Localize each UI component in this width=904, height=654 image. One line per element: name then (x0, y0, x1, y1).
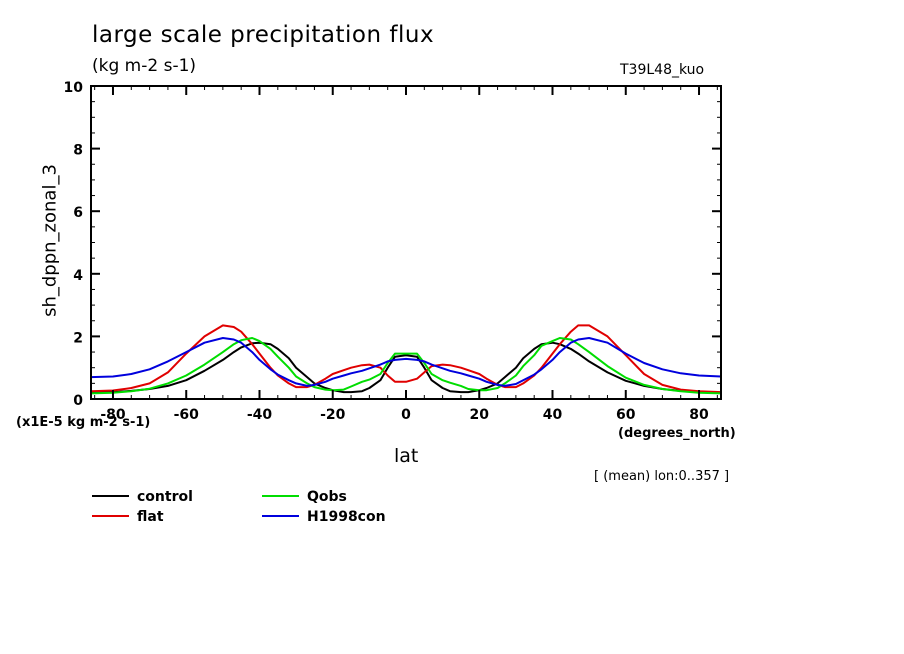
x-tick-label: 80 (689, 407, 709, 423)
x-tick-label: 20 (470, 407, 490, 423)
x-axis-units: (degrees_north) (618, 426, 736, 441)
x-tick-label: -20 (320, 407, 346, 423)
x-tick-label: -60 (174, 407, 200, 423)
y-scale-note: (x1E-5 kg m-2 s-1) (16, 415, 151, 430)
x-axis-label: lat (394, 445, 419, 467)
legend-label-h1998con: H1998con (307, 509, 386, 525)
chart-units: (kg m-2 s-1) (92, 56, 197, 76)
x-tick-label: 0 (401, 407, 411, 423)
legend-label-flat: flat (137, 509, 164, 525)
y-tick-label: 2 (73, 330, 83, 346)
legend-label-control: control (137, 489, 193, 505)
y-tick-label: 0 (73, 393, 83, 409)
x-tick-label: 40 (543, 407, 563, 423)
y-tick-label: 4 (73, 268, 83, 284)
x-tick-label: 60 (616, 407, 636, 423)
y-tick-label: 6 (73, 205, 83, 221)
run-label: T39L48_kuo (620, 62, 705, 78)
series-line-h1998con (90, 337, 722, 387)
series-line-qobs (90, 337, 722, 395)
series-line-control (90, 341, 722, 394)
legend-label-qobs: Qobs (307, 489, 347, 505)
x-tick-label: -80 (100, 407, 126, 423)
series-line-flat (90, 324, 722, 394)
x-tick-label: -40 (247, 407, 273, 423)
y-tick-label: 10 (64, 80, 84, 96)
region-annotation: [ (mean) lon:0..357 ] (594, 469, 730, 484)
chart-title: large scale precipitation flux (92, 22, 435, 48)
y-tick-label: 8 (73, 143, 83, 159)
